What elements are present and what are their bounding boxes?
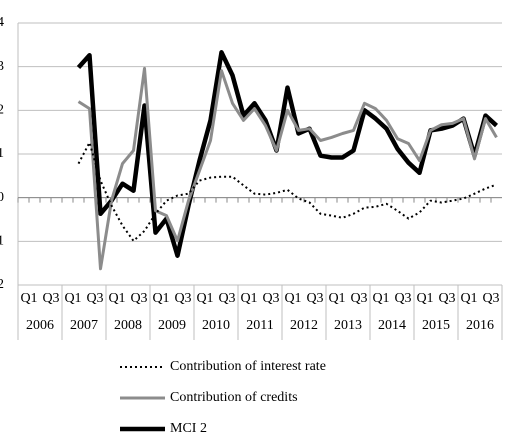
y-tick-label: 4 — [0, 15, 4, 30]
series-line — [77, 141, 497, 242]
x-tick-label: Q1 — [416, 291, 433, 306]
year-label: 2009 — [158, 318, 186, 333]
x-tick-label: Q3 — [350, 291, 367, 306]
x-tick-label: Q3 — [394, 291, 411, 306]
x-tick-label: Q1 — [196, 291, 213, 306]
year-label: 2013 — [334, 318, 362, 333]
year-label: 2010 — [202, 318, 230, 333]
x-tick-label: Q1 — [64, 291, 81, 306]
x-tick-label: Q3 — [174, 291, 191, 306]
y-tick-label: 3 — [0, 59, 4, 74]
x-tick-label: Q3 — [130, 291, 147, 306]
y-tick-label: 2 — [0, 103, 4, 118]
y-tick-label: -1 — [0, 234, 4, 249]
x-tick-label: Q1 — [460, 291, 477, 306]
x-tick-label: Q3 — [42, 291, 59, 306]
x-tick-label: Q3 — [306, 291, 323, 306]
series-line — [77, 66, 498, 271]
year-label: 2011 — [246, 318, 273, 333]
x-tick-label: Q1 — [284, 291, 301, 306]
year-label: 2016 — [466, 318, 494, 333]
year-label: 2008 — [114, 318, 142, 333]
y-tick-label: 1 — [0, 146, 4, 161]
x-tick-label: Q3 — [438, 291, 455, 306]
x-tick-label: Q3 — [482, 291, 499, 306]
year-label: 2012 — [290, 318, 318, 333]
y-tick-label: 0 — [0, 190, 4, 205]
legend-label: Contribution of interest rate — [170, 359, 326, 374]
x-tick-label: Q1 — [240, 291, 257, 306]
x-tick-label: Q3 — [86, 291, 103, 306]
year-label: 2015 — [422, 318, 450, 333]
x-tick-label: Q1 — [372, 291, 389, 306]
legend-label: MCI 2 — [170, 421, 207, 436]
y-tick-label: -2 — [0, 277, 4, 292]
year-label: 2006 — [26, 318, 54, 333]
x-tick-label: Q3 — [218, 291, 235, 306]
x-tick-label: Q1 — [328, 291, 345, 306]
x-tick-label: Q1 — [20, 291, 37, 306]
x-tick-label: Q1 — [152, 291, 169, 306]
legend-label: Contribution of credits — [170, 390, 298, 405]
year-label: 2007 — [70, 318, 98, 333]
year-label: 2014 — [378, 318, 406, 333]
x-tick-label: Q1 — [108, 291, 125, 306]
x-tick-label: Q3 — [262, 291, 279, 306]
